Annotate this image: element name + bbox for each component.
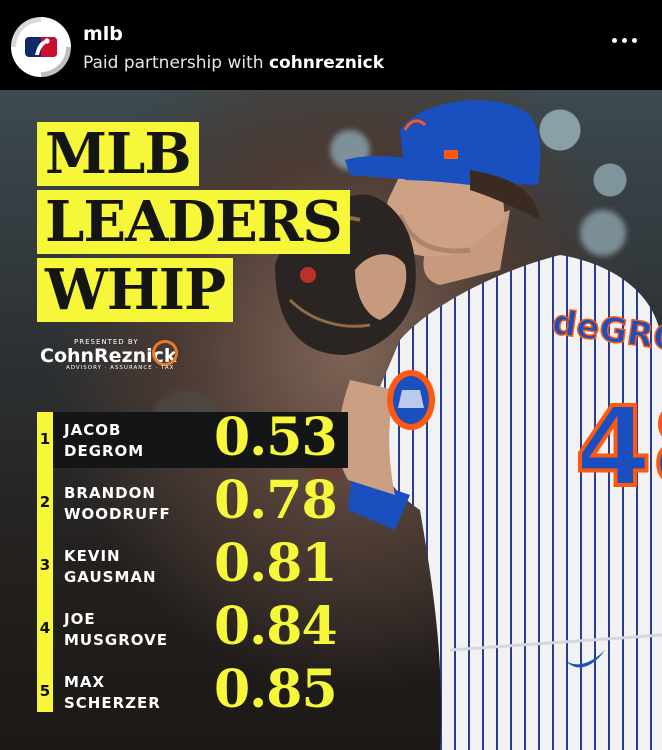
mlb-logo-icon[interactable] [16,22,66,72]
account-name[interactable]: mlb [83,23,123,45]
whip-value: 0.81 [214,533,338,594]
rank-number: 2 [39,493,51,511]
whip-value: 0.53 [214,407,338,468]
presented-by-label: PRESENTED BY [74,338,139,346]
player-name: JACOB DEGROM [64,421,145,460]
player-name: BRANDON WOODRUFF [64,484,171,523]
partner-name[interactable]: cohnreznick [268,53,385,73]
rank-number: 1 [39,430,51,448]
jersey-number: 48 [575,383,662,511]
title-line-2: LEADERS [37,190,350,254]
leader-highlight [53,412,348,468]
player-name: MAX SCHERZER [64,673,161,712]
more-options-icon[interactable] [612,36,640,46]
rank-number: 4 [39,619,51,637]
rank-number: 3 [39,556,51,574]
title-line-3: WHIP [37,258,234,322]
paid-partnership-prefix: Paid partnership with [83,53,264,73]
post-image[interactable]: deGROM 48 MLB LEADERS WHIP PRESENTED BY … [0,90,662,750]
rank-bar [37,412,53,712]
paid-partnership-line[interactable]: Paid partnership with cohnreznick [83,53,384,73]
sponsor-logo: CohnReznick [40,345,177,367]
player-name: JOE MUSGROVE [64,610,168,649]
whip-value: 0.78 [214,470,338,531]
sponsor-tagline: ADVISORY · ASSURANCE · TAX [66,365,175,371]
sponsor-logo-icon [152,340,178,366]
post-header: mlb Paid partnership with cohnreznick [0,0,662,90]
whip-value: 0.85 [214,659,338,720]
whip-value: 0.84 [214,596,338,657]
title-line-1: MLB [37,122,199,186]
player-name: KEVIN GAUSMAN [64,547,157,586]
rank-number: 5 [39,682,51,700]
